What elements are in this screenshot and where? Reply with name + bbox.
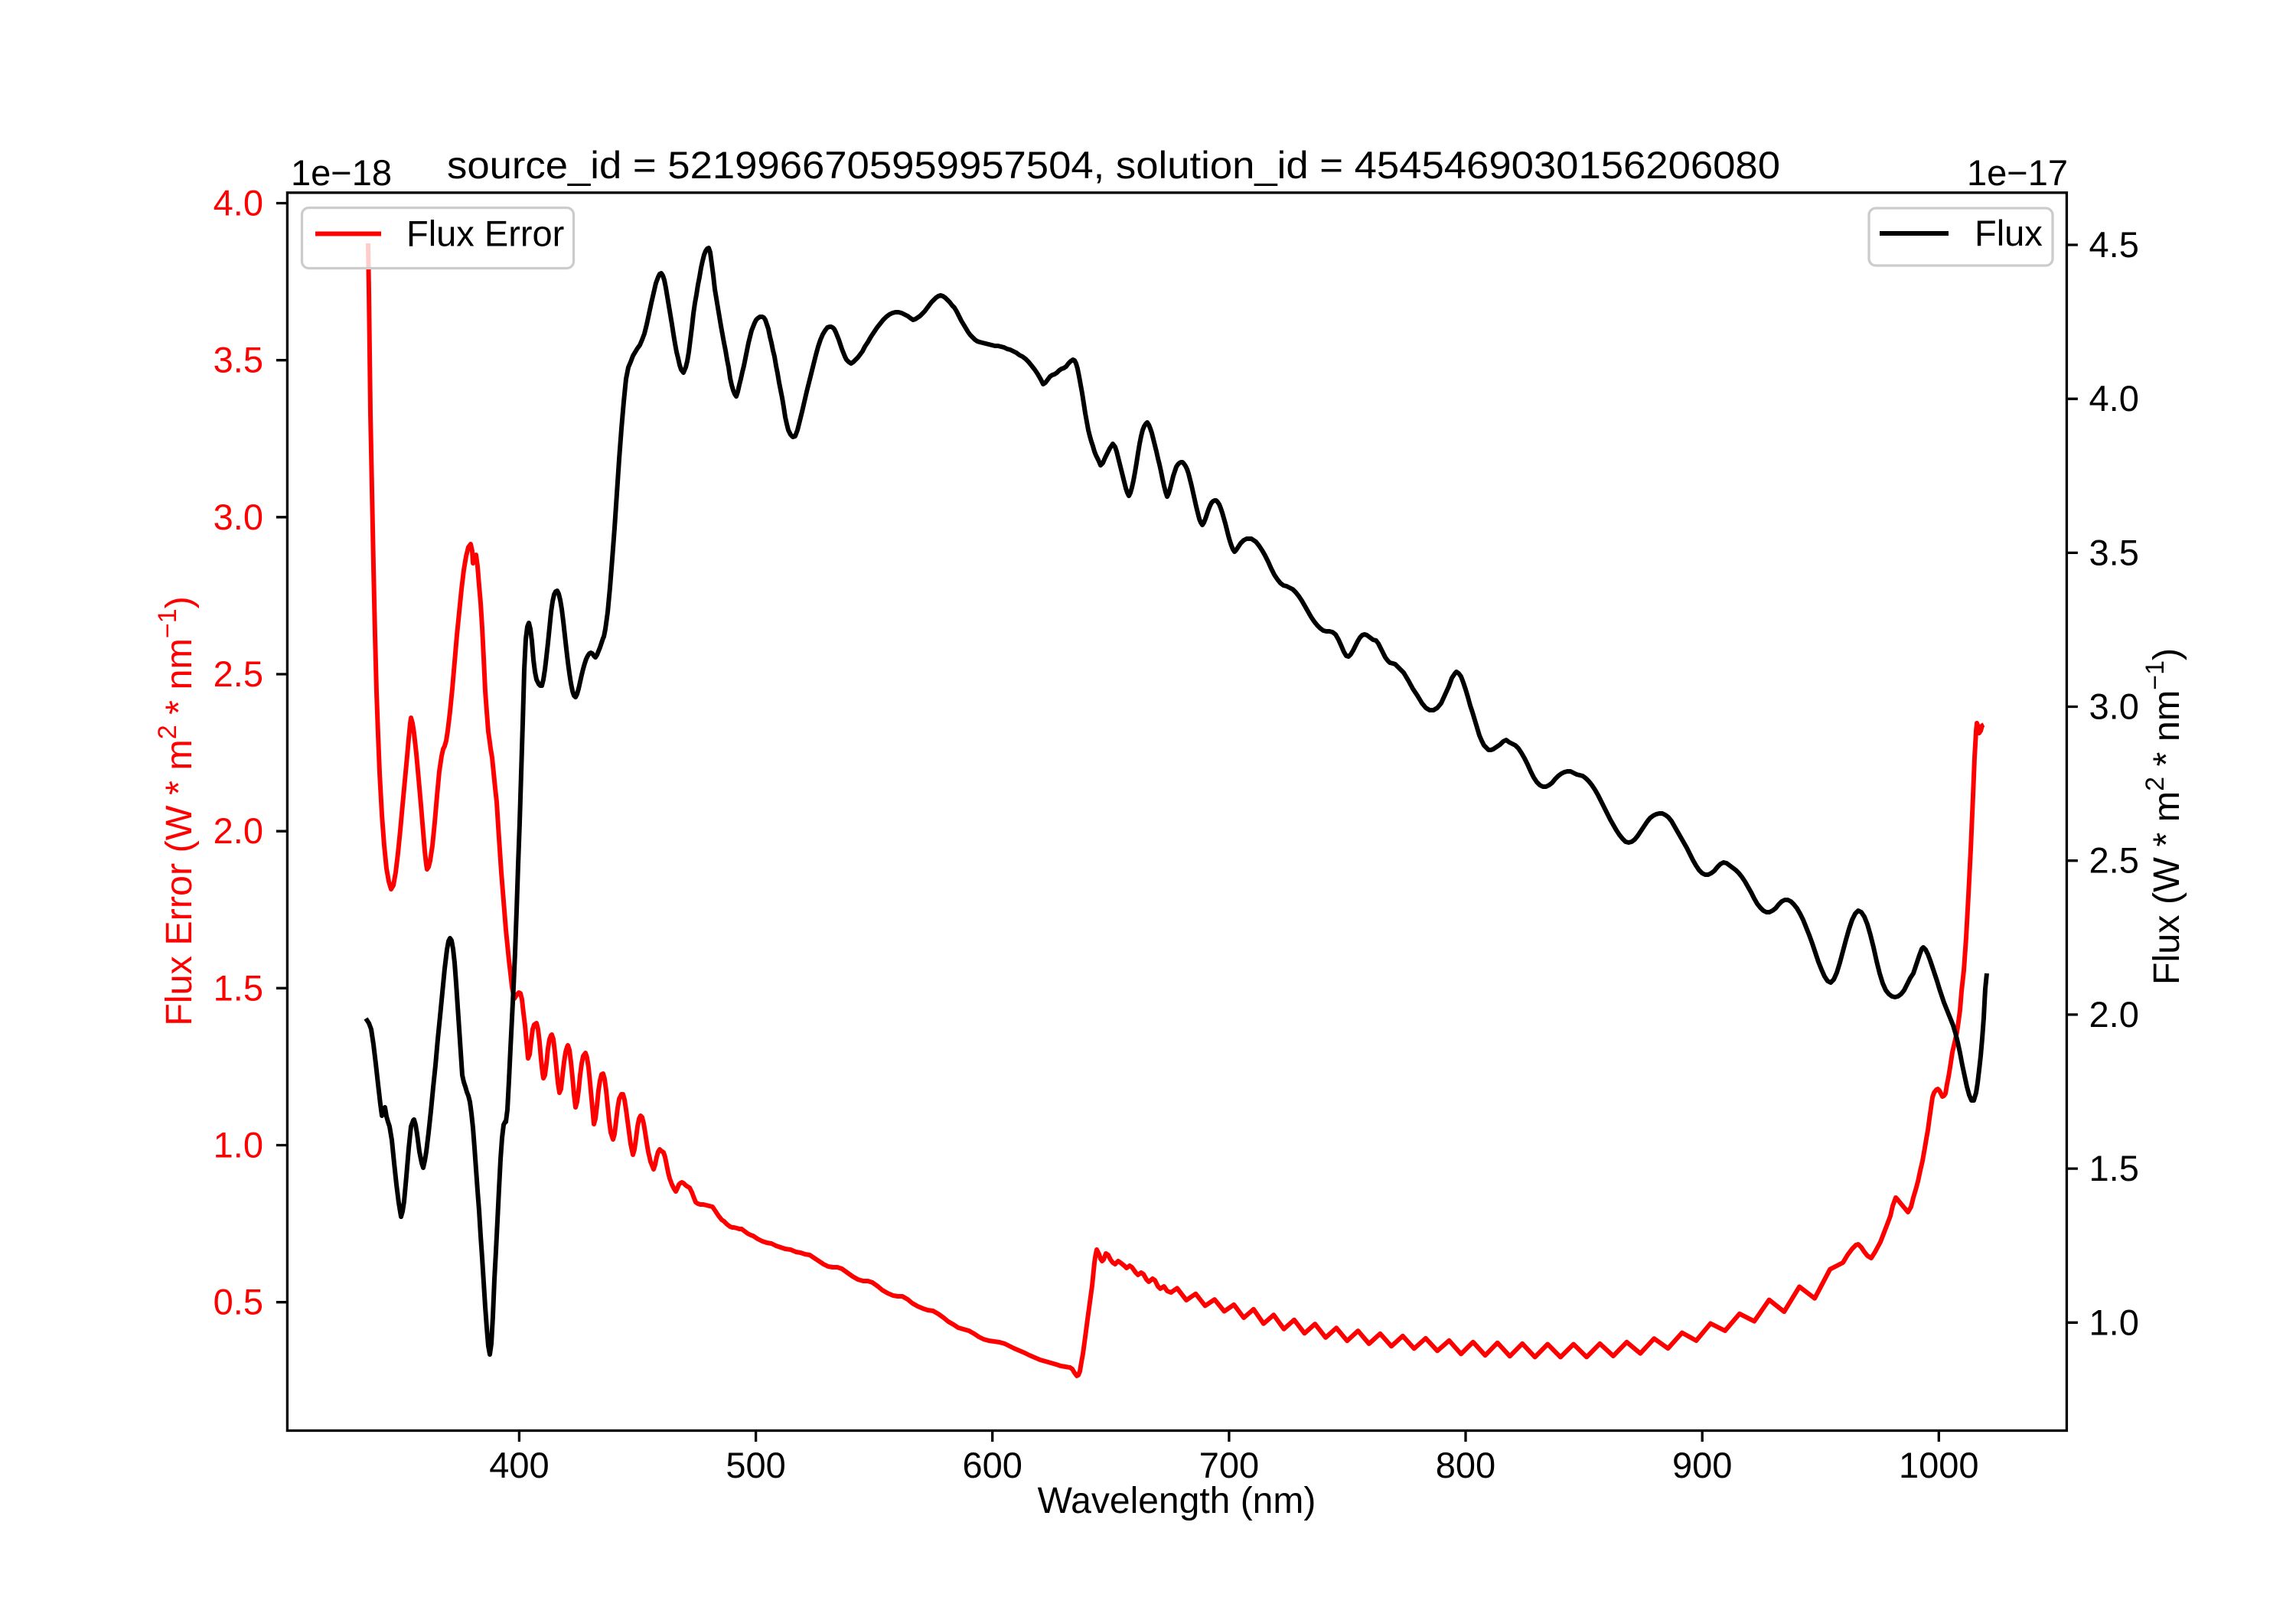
svg-text:2.5: 2.5	[2089, 840, 2139, 881]
svg-text:1.5: 1.5	[2089, 1148, 2139, 1188]
svg-text:700: 700	[1199, 1445, 1259, 1485]
svg-text:3.5: 3.5	[2089, 532, 2139, 572]
svg-text:source_id = 521996670595995750: source_id = 5219966705959957504, solutio…	[447, 144, 1780, 187]
svg-text:1.0: 1.0	[214, 1125, 263, 1165]
svg-text:2.0: 2.0	[214, 810, 263, 851]
svg-text:800: 800	[1436, 1445, 1495, 1485]
svg-text:Wavelength (nm): Wavelength (nm)	[1038, 1481, 1316, 1521]
svg-text:4.0: 4.0	[214, 183, 263, 223]
svg-text:3.5: 3.5	[214, 340, 263, 380]
svg-text:900: 900	[1672, 1445, 1732, 1485]
svg-text:4.5: 4.5	[2089, 224, 2139, 265]
svg-text:0.5: 0.5	[214, 1282, 263, 1322]
svg-text:1e−18: 1e−18	[291, 152, 392, 193]
svg-text:Flux (W * m2 * nm−1): Flux (W * m2 * nm−1)	[2141, 648, 2187, 985]
svg-text:600: 600	[962, 1445, 1022, 1485]
svg-text:1000: 1000	[1899, 1445, 1979, 1485]
svg-text:Flux Error (W * m2 * nm−1): Flux Error (W * m2 * nm−1)	[153, 596, 200, 1026]
svg-text:Flux Error: Flux Error	[406, 214, 564, 254]
svg-text:500: 500	[726, 1445, 785, 1485]
svg-text:2.0: 2.0	[2089, 994, 2139, 1035]
svg-text:1e−17: 1e−17	[1967, 152, 2068, 193]
svg-text:1.0: 1.0	[2089, 1302, 2139, 1342]
svg-text:1.5: 1.5	[214, 967, 263, 1008]
svg-text:4.0: 4.0	[2089, 378, 2139, 419]
svg-text:Flux: Flux	[1975, 213, 2043, 253]
svg-text:2.5: 2.5	[214, 654, 263, 694]
svg-text:3.0: 3.0	[2089, 686, 2139, 727]
svg-text:400: 400	[489, 1445, 549, 1485]
svg-text:3.0: 3.0	[214, 497, 263, 537]
